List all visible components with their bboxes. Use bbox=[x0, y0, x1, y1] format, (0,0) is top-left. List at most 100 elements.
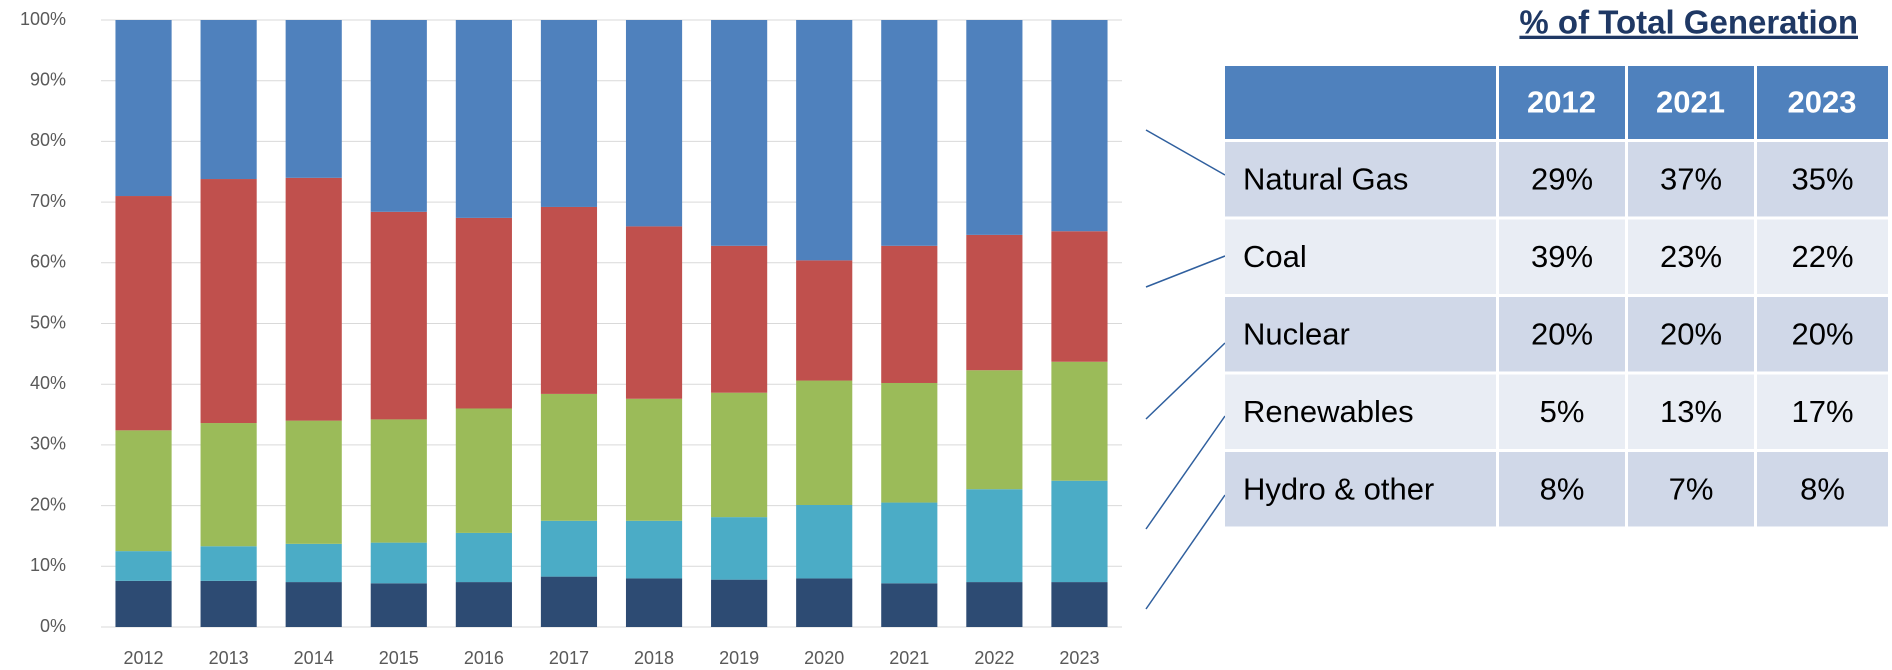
x-tick-label: 2019 bbox=[719, 648, 759, 668]
x-tick-label: 2021 bbox=[889, 648, 929, 668]
table-cell-bg bbox=[1757, 452, 1888, 527]
bar-segment bbox=[540, 520, 598, 577]
bar-segment bbox=[711, 517, 768, 580]
table-cell-bg bbox=[1628, 374, 1754, 449]
table-cell: 8% bbox=[1540, 471, 1585, 506]
connectors bbox=[1145, 129, 1226, 610]
bar-segment bbox=[540, 576, 598, 627]
bar-segment bbox=[711, 20, 768, 246]
x-tick-label: 2023 bbox=[1059, 648, 1099, 668]
table-title: % of Total Generation bbox=[1519, 4, 1858, 41]
connector bbox=[1145, 494, 1226, 610]
bar-segment bbox=[966, 582, 1023, 627]
table-cell: Renewables bbox=[1243, 394, 1414, 429]
bar-segment bbox=[881, 583, 938, 627]
x-tick-label: 2020 bbox=[804, 648, 844, 668]
table-cell-bg bbox=[1628, 142, 1754, 217]
table-header: 2012 bbox=[1527, 85, 1596, 120]
bar-segment bbox=[455, 582, 512, 627]
bar-segment bbox=[370, 542, 427, 584]
bar-segment bbox=[881, 502, 938, 584]
x-tick-label: 2017 bbox=[549, 648, 589, 668]
table-cell-bg bbox=[1499, 374, 1625, 449]
table-cell: 39% bbox=[1531, 239, 1593, 274]
table-cell: Coal bbox=[1243, 239, 1307, 274]
y-tick-label: 80% bbox=[30, 130, 66, 150]
bar-segment bbox=[881, 20, 938, 246]
table-cell: 22% bbox=[1791, 239, 1853, 274]
connector bbox=[1145, 415, 1226, 530]
table-header-bg bbox=[1225, 66, 1496, 139]
table-cell-bg bbox=[1757, 142, 1888, 217]
table-cell-bg bbox=[1757, 374, 1888, 449]
table-cell: Natural Gas bbox=[1243, 161, 1408, 196]
bar-segment bbox=[625, 520, 683, 579]
bar-segment bbox=[115, 551, 172, 581]
bar-segment bbox=[200, 20, 257, 180]
x-tick-label: 2015 bbox=[379, 648, 419, 668]
table-cell-bg bbox=[1628, 297, 1754, 372]
y-tick-label: 40% bbox=[30, 373, 66, 393]
y-tick-label: 100% bbox=[20, 9, 66, 29]
bar-segment bbox=[285, 420, 342, 544]
table-header-bg bbox=[1628, 66, 1754, 139]
table-cell: Hydro & other bbox=[1243, 471, 1434, 506]
bar-segment bbox=[625, 578, 683, 627]
bar-segment bbox=[115, 430, 172, 552]
connector bbox=[1145, 255, 1226, 288]
table-header: 2023 bbox=[1788, 85, 1857, 120]
x-tick-label: 2012 bbox=[124, 648, 164, 668]
bar-segment bbox=[796, 20, 853, 261]
bar-segment bbox=[200, 423, 257, 547]
y-tick-label: 30% bbox=[30, 434, 66, 454]
bar-segment bbox=[881, 382, 938, 503]
bar-segment bbox=[966, 234, 1023, 371]
table-cell: 29% bbox=[1531, 161, 1593, 196]
table-header-bg bbox=[1757, 66, 1888, 139]
x-tick-label: 2014 bbox=[294, 648, 334, 668]
table-cell: 20% bbox=[1660, 316, 1722, 351]
table-cell-bg bbox=[1499, 297, 1625, 372]
y-tick-label: 0% bbox=[40, 616, 66, 636]
x-tick-label: 2022 bbox=[974, 648, 1014, 668]
table-cell: 35% bbox=[1791, 161, 1853, 196]
bar-segment bbox=[370, 583, 427, 627]
x-tick-label: 2018 bbox=[634, 648, 674, 668]
table-cell: 13% bbox=[1660, 394, 1722, 429]
bar-segment bbox=[285, 177, 342, 421]
table-cell: 17% bbox=[1791, 394, 1853, 429]
x-tick-label: 2013 bbox=[209, 648, 249, 668]
bar-segment bbox=[1051, 231, 1108, 362]
table-cell-bg bbox=[1757, 219, 1888, 294]
x-tick-label: 2016 bbox=[464, 648, 504, 668]
table-cell-bg bbox=[1499, 142, 1625, 217]
bar-segment bbox=[1051, 480, 1108, 583]
bar-segment bbox=[370, 419, 427, 543]
table-cell-bg bbox=[1499, 452, 1625, 527]
table-cell-bg bbox=[1628, 452, 1754, 527]
bar-segment bbox=[540, 206, 598, 394]
bar-segment bbox=[540, 393, 598, 521]
bar-segment bbox=[540, 20, 598, 207]
bar-segment bbox=[966, 370, 1023, 490]
bar-segment bbox=[796, 260, 853, 381]
bar-segment bbox=[966, 20, 1023, 235]
bar-segment bbox=[966, 489, 1023, 583]
bar-segment bbox=[285, 543, 342, 583]
table-cell-bg bbox=[1225, 219, 1496, 294]
table-cell: Nuclear bbox=[1243, 316, 1350, 351]
bar-segment bbox=[881, 245, 938, 383]
bar-segment bbox=[200, 580, 257, 627]
table-header-bg bbox=[1499, 66, 1625, 139]
table-cell: 20% bbox=[1791, 316, 1853, 351]
bar-segment bbox=[625, 226, 683, 399]
table-cell: 7% bbox=[1669, 471, 1714, 506]
y-tick-label: 50% bbox=[30, 312, 66, 332]
bar-segment bbox=[1051, 361, 1108, 481]
table-cell: 23% bbox=[1660, 239, 1722, 274]
table-cell-bg bbox=[1757, 297, 1888, 372]
bar-segment bbox=[115, 20, 172, 197]
table-cell-bg bbox=[1225, 452, 1496, 527]
y-tick-label: 70% bbox=[30, 191, 66, 211]
